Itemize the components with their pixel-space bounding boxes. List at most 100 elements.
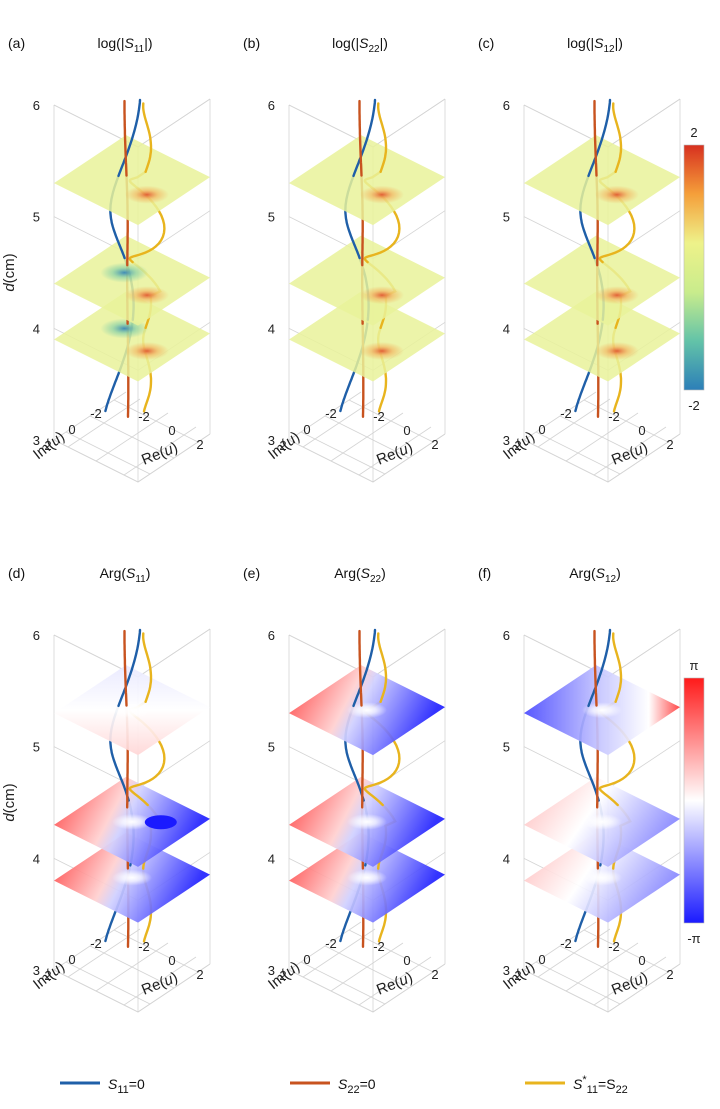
im-tick-label: 0 [303,422,310,437]
slice-plane [524,235,680,326]
d-axis-label: d(cm) [1,253,18,291]
im-tick-label: 2 [514,968,521,983]
z-tick-label: 6 [268,98,275,113]
re-tick-label: -2 [138,409,150,424]
z-tick-label: 3 [503,433,510,448]
phase-singularity [347,702,387,719]
im-tick-label: -2 [325,406,337,421]
re-tick-label: 2 [666,437,673,452]
re-tick-label: -2 [138,939,150,954]
phase-singularity [347,869,387,886]
z-tick-label: 4 [268,321,275,336]
im-tick-label: -2 [325,936,337,951]
panel-letter: (e) [243,565,260,581]
z-tick-label: 3 [33,963,40,978]
legend-label: S*11=S22 [573,1074,628,1096]
z-tick-label: 5 [268,210,275,225]
panel-letter: (c) [478,35,494,51]
curve-s11-0 [587,628,612,708]
phase-vortex [144,815,177,830]
im-tick-label: -2 [560,936,572,951]
phase-singularity [112,869,152,886]
z-tick-label: 4 [33,321,40,336]
colorbar-max-label: 2 [690,125,697,140]
panel-title: log(|S11|) [97,35,152,55]
re-tick-label: 0 [638,423,645,438]
z-tick-label: 5 [503,210,510,225]
curve-s11-0 [352,628,377,708]
curve-s-11-s22 [612,102,623,173]
z-tick-label: 5 [33,740,40,755]
z-tick-label: 3 [503,963,510,978]
colorbar-min-label: -π [687,931,700,946]
panel-title: Arg(S11) [100,565,151,585]
im-tick-label: -2 [90,936,102,951]
z-tick-label: 6 [503,98,510,113]
curve-s22-0 [123,629,128,707]
z-tick-label: 6 [33,628,40,643]
legend-label: S11=0 [108,1076,145,1096]
legend-entry: S22=0 [290,1076,376,1096]
z-tick-label: 5 [503,740,510,755]
pole-spot [360,286,404,305]
re-tick-label: -2 [608,409,620,424]
z-tick-label: 4 [33,851,40,866]
curve-s22-0 [358,629,363,707]
im-tick-label: 2 [279,438,286,453]
panel-title: log(|S22|) [332,35,388,55]
panel-title: Arg(S12) [569,565,621,585]
im-tick-label: 0 [538,952,545,967]
panel-letter: (a) [8,35,25,51]
z-tick-label: 6 [503,628,510,643]
curve-s22-0 [593,99,598,177]
z-tick-label: 6 [268,628,275,643]
im-tick-label: 0 [538,422,545,437]
phase-singularity [582,869,622,886]
im-tick-label: 0 [68,952,75,967]
curve-s22-0 [123,99,128,177]
legend-label: S22=0 [338,1076,376,1096]
re-tick-label: -2 [373,939,385,954]
z-tick-label: 3 [33,433,40,448]
pole-spot [360,185,404,204]
pole-spot [595,342,639,360]
curve-s11-0 [587,98,612,178]
zero-spot [100,262,149,283]
im-tick-label: 2 [279,968,286,983]
colorbar-arg: π -π [683,658,705,946]
slice-plane [524,135,680,226]
z-tick-label: 4 [268,851,275,866]
re-tick-label: -2 [608,939,620,954]
slice-plane [289,291,445,382]
colorbar-max-label: π [690,658,699,673]
curve-s-11-s22 [612,632,623,703]
phase-singularity [582,813,622,830]
slice-plane [524,291,680,382]
z-tick-label: 4 [503,321,510,336]
z-tick-label: 4 [503,851,510,866]
re-axis-label: Re(u) [609,969,650,999]
colorbar-min-label: -2 [688,398,700,413]
panel-letter: (f) [478,565,491,581]
z-tick-label: 6 [33,98,40,113]
re-tick-label: -2 [373,409,385,424]
re-tick-label: 0 [403,423,410,438]
z-tick-label: 5 [33,210,40,225]
im-tick-label: 2 [514,438,521,453]
im-tick-label: -2 [560,406,572,421]
im-tick-label: -2 [90,406,102,421]
phase-singularity [347,813,387,830]
re-tick-label: 2 [196,437,203,452]
curve-s11-0 [352,98,377,178]
pole-spot [125,342,169,360]
legend-entry: S*11=S22 [525,1074,628,1096]
curve-s-11-s22 [377,632,388,703]
curve-s22-0 [593,629,598,707]
pole-spot [125,286,169,305]
